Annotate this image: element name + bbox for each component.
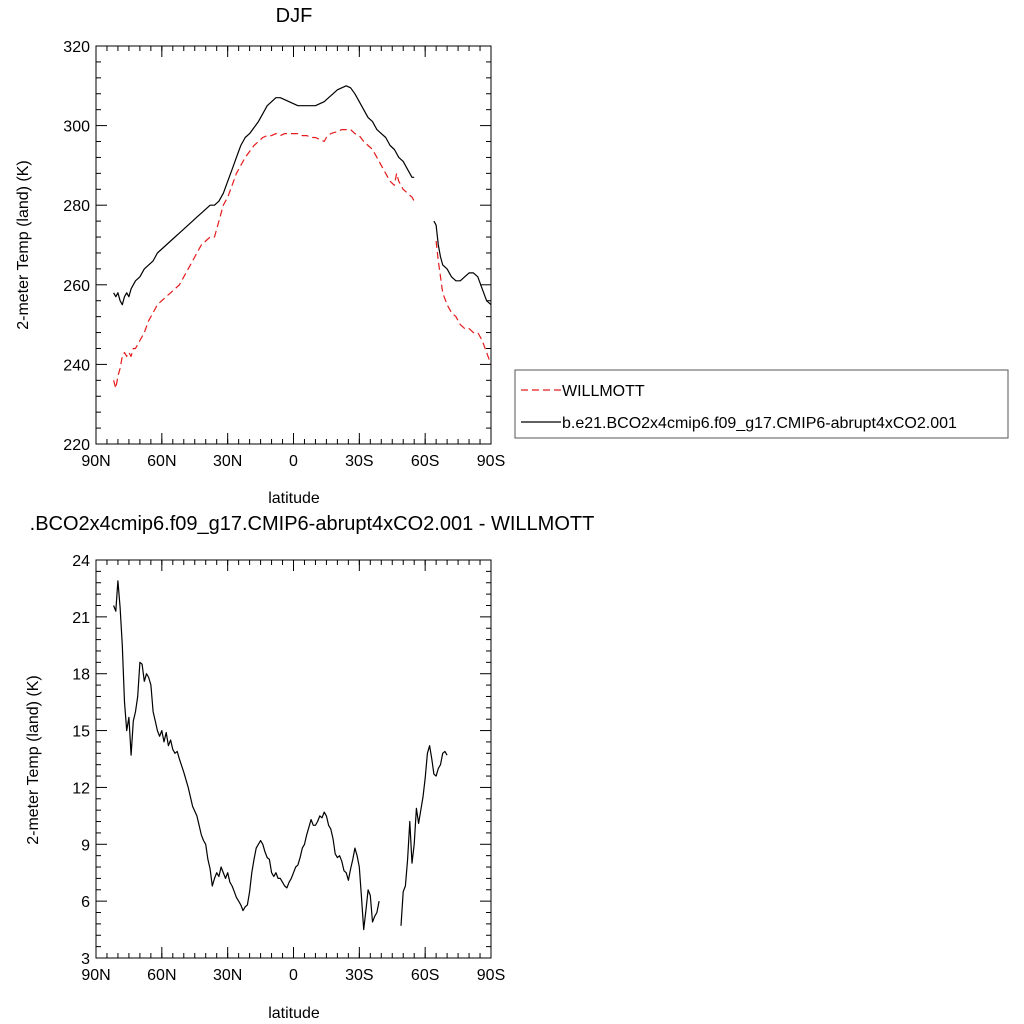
top-x-tick-label: 60S <box>411 453 439 470</box>
top-y-tick-label: 320 <box>63 39 90 56</box>
bottom-series-difference-segment-1 <box>113 580 380 931</box>
top-plot-frame <box>95 45 492 445</box>
bottom-y-tick-label: 24 <box>72 553 90 570</box>
top-x-tick-label: 90S <box>477 453 505 470</box>
legend-label-2: b.e21.BCO2x4cmip6.f09_g17.CMIP6-abrupt4x… <box>562 415 957 432</box>
bottom-plot-frame <box>95 559 492 959</box>
bottom-y-tick-label: 3 <box>81 951 90 968</box>
bottom-x-tick-label: 30S <box>345 967 373 984</box>
legend-label-1: WILLMOTT <box>562 383 645 400</box>
top-y-tick-label: 260 <box>63 278 90 295</box>
top-y-tick-label: 220 <box>63 437 90 454</box>
top-panel: DJF latitude 2-meter Temp (land) (K) 90N… <box>15 5 1009 507</box>
top-x-tick-label: 60N <box>147 453 176 470</box>
bottom-y-tick-label: 15 <box>72 724 90 741</box>
top-x-tick-label: 30S <box>345 453 373 470</box>
top-x-axis-label: latitude <box>268 490 320 507</box>
bottom-y-tick-label: 18 <box>72 667 90 684</box>
bottom-y-tick-label: 6 <box>81 894 90 911</box>
top-series-willmott-segment-2 <box>435 240 492 365</box>
bottom-panel: .BCO2x4cmip6.f09_g17.CMIP6-abrupt4xCO2.0… <box>25 513 594 1022</box>
legend: WILLMOTT b.e21.BCO2x4cmip6.f09_g17.CMIP6-… <box>514 369 1009 439</box>
bottom-series-difference-segment-2 <box>400 745 448 926</box>
top-x-tick-label: 90N <box>81 453 110 470</box>
bottom-x-tick-label: 0 <box>289 967 298 984</box>
bottom-y-tick-label: 21 <box>72 610 90 627</box>
bottom-x-axis-label: latitude <box>268 1005 320 1022</box>
bottom-x-tick-label: 30N <box>213 967 242 984</box>
bottom-y-tick-label: 9 <box>81 837 90 854</box>
top-series-b-e21-bco2x4cmip6-f09-g17-cmip6-abrupt4xco2-001-segment-2 <box>433 220 492 306</box>
top-y-axis-label: 2-meter Temp (land) (K) <box>15 160 32 330</box>
bottom-y-axis-label: 2-meter Temp (land) (K) <box>25 675 42 845</box>
top-series-b-e21-bco2x4cmip6-f09-g17-cmip6-abrupt4xco2-001-segment-1 <box>113 85 415 306</box>
bottom-x-tick-label: 90S <box>477 967 505 984</box>
legend-box <box>514 369 1009 439</box>
bottom-x-tick-label: 90N <box>81 967 110 984</box>
bottom-y-tick-label: 12 <box>72 780 90 797</box>
bottom-x-tick-label: 60S <box>411 967 439 984</box>
top-x-tick-label: 30N <box>213 453 242 470</box>
top-plot-marks: 90N 60N 30N 0 30S 60S 90S 220 240 260 280 300 320 <box>63 39 505 470</box>
top-y-tick-label: 240 <box>63 357 90 374</box>
bottom-plot-marks: 90N 60N 30N 0 30S 60S 90S 3 6 9 12 15 18 21 24 <box>72 553 505 984</box>
top-y-tick-label: 280 <box>63 198 90 215</box>
bottom-x-tick-label: 60N <box>147 967 176 984</box>
top-y-tick-label: 300 <box>63 119 90 136</box>
bottom-chart-title: .BCO2x4cmip6.f09_g17.CMIP6-abrupt4xCO2.0… <box>30 513 595 535</box>
top-series-willmott-segment-1 <box>113 129 415 389</box>
top-chart-title: DJF <box>276 5 313 27</box>
top-x-tick-label: 0 <box>289 453 298 470</box>
